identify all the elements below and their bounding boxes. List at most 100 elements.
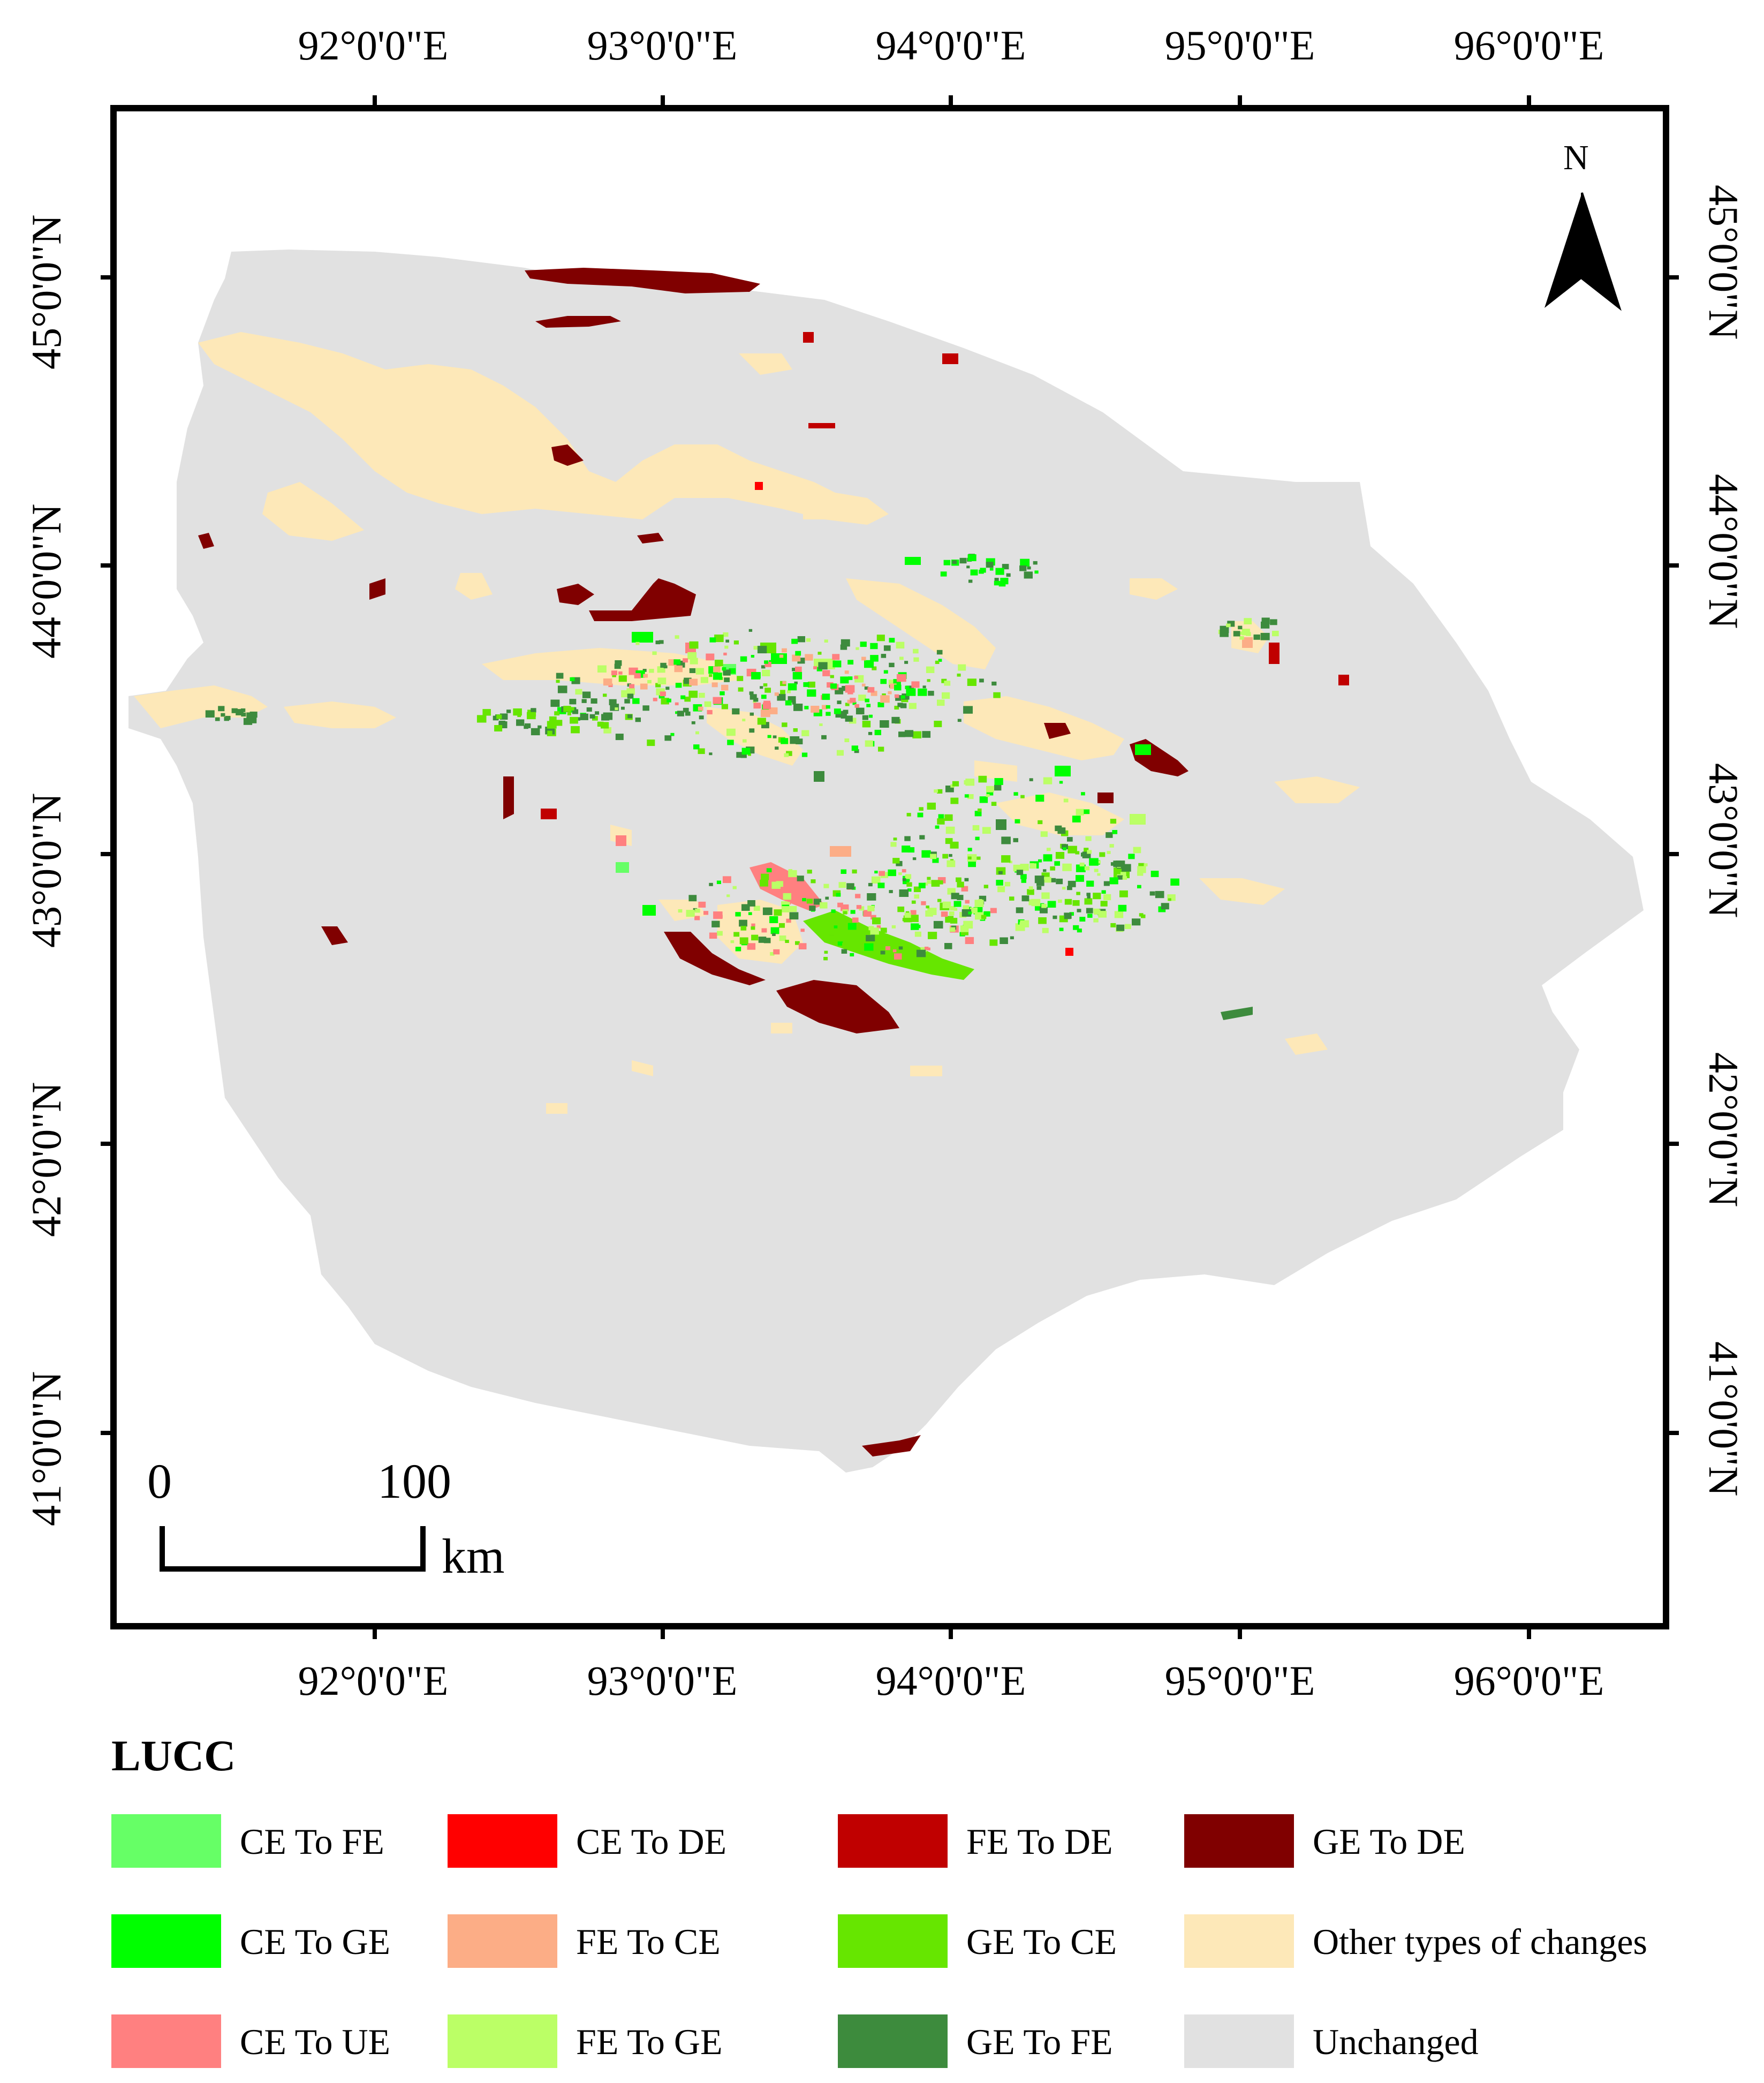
change-pixel <box>582 691 591 698</box>
change-pixel <box>872 949 877 953</box>
change-pixel <box>867 905 875 911</box>
change-pixel <box>709 932 717 939</box>
legend-swatch <box>448 1914 557 1968</box>
change-pixel <box>868 882 873 887</box>
change-pixel <box>965 779 975 786</box>
change-pixel <box>722 667 726 671</box>
change-pixel <box>1016 907 1024 914</box>
change-pixel <box>547 721 557 729</box>
change-pixel <box>844 937 849 941</box>
change-pixel <box>753 672 761 678</box>
change-pixel <box>904 730 914 737</box>
change-pixel <box>859 906 865 911</box>
change-pixel <box>246 712 254 719</box>
change-pixel <box>1027 566 1031 570</box>
change-pixel <box>823 884 829 888</box>
change-pixel <box>716 880 721 884</box>
change-pixel <box>1114 911 1124 918</box>
change-pixel <box>687 652 697 660</box>
change-pixel <box>714 635 724 643</box>
change-pixel <box>945 826 955 834</box>
change-pixel <box>937 699 945 706</box>
change-pixel <box>841 884 844 887</box>
change-pixel <box>997 886 1005 893</box>
change-pixel <box>740 926 747 931</box>
change-pixel <box>680 695 686 699</box>
change-pixel <box>1150 871 1159 877</box>
change-pixel <box>1081 852 1086 857</box>
legend-label: CE To FE <box>240 1821 384 1862</box>
change-pixel <box>860 641 867 647</box>
change-pixel <box>698 706 703 711</box>
change-pixel <box>556 680 560 683</box>
change-pixel <box>938 880 943 885</box>
change-pixel <box>858 695 866 701</box>
change-pixel <box>937 899 942 902</box>
change-pixel <box>788 870 797 878</box>
change-pixel <box>811 706 820 713</box>
change-pixel <box>773 949 780 955</box>
change-pixel <box>818 662 828 670</box>
change-pixel <box>1020 795 1025 798</box>
change-pixel <box>1072 816 1081 822</box>
change-pixel <box>898 872 902 876</box>
change-pixel <box>967 848 972 851</box>
change-pixel <box>1272 631 1279 637</box>
change-pixel <box>966 565 970 569</box>
change-pixel <box>1110 862 1116 866</box>
change-pixel <box>643 674 648 678</box>
change-pixel <box>795 941 800 945</box>
change-pixel <box>642 705 649 711</box>
change-pixel <box>801 730 809 736</box>
change-pixel <box>852 869 857 874</box>
change-pixel <box>1058 899 1062 903</box>
change-pixel <box>694 916 700 920</box>
change-pixel <box>683 707 689 713</box>
change-pixel <box>806 638 811 642</box>
change-pixel <box>1244 618 1252 624</box>
legend-label: FE To DE <box>966 1821 1113 1862</box>
change-pixel <box>667 698 671 703</box>
change-pixel <box>898 731 906 737</box>
change-pixel <box>949 927 956 932</box>
change-pixel <box>774 909 782 916</box>
change-pixel <box>779 935 786 941</box>
change-pixel <box>781 906 790 912</box>
change-pixel <box>1116 871 1121 874</box>
change-pixel <box>863 910 872 917</box>
change-pixel <box>901 695 905 699</box>
change-pixel <box>1161 903 1169 910</box>
change-pixel <box>952 781 959 787</box>
change-pixel <box>928 932 937 939</box>
change-pixel <box>920 947 927 952</box>
change-pixel <box>764 661 771 667</box>
change-pixel <box>941 911 948 917</box>
change-pixel <box>965 900 970 904</box>
change-pixel <box>1059 927 1064 931</box>
map-border <box>110 105 1669 1629</box>
change-pixel <box>844 670 849 674</box>
change-pixel <box>989 939 998 946</box>
change-pixel <box>634 673 641 678</box>
change-pixel <box>953 908 958 911</box>
change-pixel <box>902 846 911 852</box>
change-pixel <box>1019 565 1027 571</box>
change-pixel <box>690 658 698 665</box>
change-pixel <box>531 708 536 713</box>
change-pixel <box>986 562 994 568</box>
legend-label: GE To FE <box>966 2021 1113 2062</box>
legend-label: Unchanged <box>1313 2021 1479 2062</box>
change-pixel <box>788 683 797 691</box>
change-pixel <box>760 686 763 689</box>
change-pixel <box>921 850 931 858</box>
change-pixel <box>677 711 684 716</box>
fe-to-de-patches <box>541 332 1349 819</box>
change-pixel <box>847 699 852 704</box>
change-pixel <box>758 937 767 943</box>
change-pixel <box>847 923 857 930</box>
change-pixel <box>918 882 926 888</box>
change-pixel <box>800 929 805 932</box>
change-pixel <box>1062 863 1072 871</box>
change-pixel <box>1159 892 1164 896</box>
change-pixel <box>891 716 900 723</box>
